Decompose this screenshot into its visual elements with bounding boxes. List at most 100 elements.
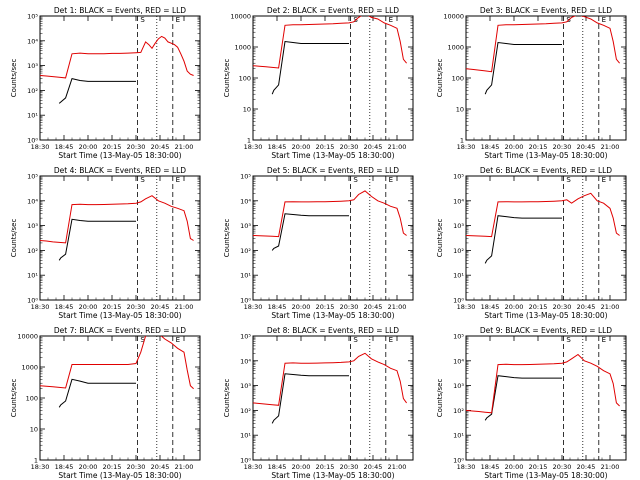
x-tick-label: 20:30 <box>340 463 359 471</box>
y-axis-label: Counts/sec <box>223 219 231 258</box>
y-tick-label: 10⁵ <box>27 13 38 21</box>
panel-title: Det 1: BLACK = Events, RED = LLD <box>54 6 186 15</box>
marker-label: E <box>602 336 606 344</box>
x-tick-label: 20:00 <box>505 303 524 311</box>
x-tick-label: 21:00 <box>175 143 194 151</box>
y-tick-label: 10⁵ <box>453 173 464 181</box>
x-axis-label: Start Time (13-May-05 18:30:00) <box>484 471 607 480</box>
y-tick-label: 10000 <box>17 333 38 341</box>
y-tick-label: 10¹ <box>240 272 251 280</box>
lld-series-line <box>466 353 620 414</box>
x-axis-label: Start Time (13-May-05 18:30:00) <box>58 311 181 320</box>
y-tick-label: 10³ <box>453 222 464 230</box>
x-axis-label: Start Time (13-May-05 18:30:00) <box>271 471 394 480</box>
y-tick-label: 10⁴ <box>453 197 464 205</box>
x-tick-label: 20:30 <box>553 303 572 311</box>
y-tick-label: 10⁵ <box>453 333 464 341</box>
lld-series-line <box>253 352 408 406</box>
x-tick-label: 20:45 <box>151 463 170 471</box>
y-tick-label: 10¹ <box>453 272 464 280</box>
marker-label: E <box>176 16 180 24</box>
panel-title: Det 4: BLACK = Events, RED = LLD <box>54 166 186 175</box>
y-tick-label: 10⁵ <box>240 173 251 181</box>
y-tick-label: 1 <box>34 457 38 465</box>
y-tick-label: 10⁵ <box>240 333 251 341</box>
x-tick-label: 21:00 <box>388 303 407 311</box>
y-tick-label: 10³ <box>240 382 251 390</box>
x-tick-label: 20:30 <box>553 463 572 471</box>
y-axis-label: Counts/sec <box>10 379 18 418</box>
plot-frame <box>465 175 627 301</box>
y-tick-label: 1 <box>460 137 464 145</box>
x-axis-label: Start Time (13-May-05 18:30:00) <box>58 471 181 480</box>
y-tick-label: 10¹ <box>27 272 38 280</box>
x-axis-label: Start Time (13-May-05 18:30:00) <box>271 311 394 320</box>
y-tick-label: 10⁰ <box>27 137 38 145</box>
x-tick-label: 21:00 <box>601 463 620 471</box>
plot-frame <box>465 15 627 141</box>
x-tick-label: 20:15 <box>316 303 335 311</box>
y-tick-label: 10 <box>456 106 464 114</box>
lld-series-line <box>253 16 407 69</box>
x-tick-label: 18:45 <box>268 143 287 151</box>
x-tick-label: 20:15 <box>316 463 335 471</box>
x-tick-label: 20:45 <box>364 143 383 151</box>
x-tick-label: 20:00 <box>292 303 311 311</box>
marker-label: E <box>602 176 606 184</box>
detector-panel-2: Det 2: BLACK = Events, RED = LLD 1 10 100 10… <box>223 6 414 160</box>
y-tick-label: 10² <box>240 247 251 255</box>
y-tick-label: 10² <box>453 407 464 415</box>
events-series-line <box>271 213 349 251</box>
x-tick-label: 20:15 <box>103 143 122 151</box>
panel-title: Det 2: BLACK = Events, RED = LLD <box>267 6 399 15</box>
x-tick-label: 18:45 <box>55 303 74 311</box>
marker-label: S <box>353 176 358 184</box>
x-tick-label: 21:00 <box>601 303 620 311</box>
x-tick-label: 20:30 <box>127 303 146 311</box>
y-tick-label: 10² <box>453 247 464 255</box>
y-tick-label: 10⁰ <box>453 457 464 465</box>
x-tick-label: 20:00 <box>505 143 524 151</box>
y-axis-label: Counts/sec <box>436 219 444 258</box>
y-tick-label: 10⁴ <box>240 357 251 365</box>
marker-label: E <box>389 16 393 24</box>
y-tick-label: 10¹ <box>453 432 464 440</box>
y-tick-label: 10³ <box>453 382 464 390</box>
x-tick-label: 18:45 <box>55 463 74 471</box>
x-tick-label: 20:15 <box>103 303 122 311</box>
y-tick-label: 10000 <box>230 13 251 21</box>
events-series-line <box>484 41 562 95</box>
detector-panel-5: Det 5: BLACK = Events, RED = LLD 10⁰ 10¹ 10… <box>223 166 414 320</box>
x-tick-label: 20:00 <box>79 143 98 151</box>
x-tick-label: 20:30 <box>127 143 146 151</box>
x-tick-label: 18:30 <box>31 463 50 471</box>
y-tick-label: 100 <box>239 75 251 83</box>
x-tick-label: 20:00 <box>292 143 311 151</box>
detector-panel-1: Det 1: BLACK = Events, RED = LLD 10⁰ 10¹ 10… <box>10 6 201 160</box>
events-series-line <box>58 218 136 261</box>
lld-series-line <box>466 16 620 73</box>
y-tick-label: 10⁴ <box>27 197 38 205</box>
lld-series-line <box>40 336 194 390</box>
x-tick-label: 18:30 <box>244 303 263 311</box>
lld-series-line <box>466 192 620 238</box>
x-tick-label: 18:30 <box>31 303 50 311</box>
detector-panel-6: Det 6: BLACK = Events, RED = LLD 10⁰ 10¹ 10… <box>436 166 627 320</box>
y-axis-label: Counts/sec <box>10 59 18 98</box>
y-tick-label: 10⁴ <box>240 197 251 205</box>
x-axis-label: Start Time (13-May-05 18:30:00) <box>484 311 607 320</box>
x-tick-label: 20:15 <box>316 143 335 151</box>
x-tick-label: 18:30 <box>457 303 476 311</box>
events-series-line <box>271 373 349 424</box>
x-tick-label: 18:45 <box>268 463 287 471</box>
x-tick-label: 18:45 <box>55 143 74 151</box>
panel-title: Det 9: BLACK = Events, RED = LLD <box>480 326 612 335</box>
x-tick-label: 18:45 <box>268 303 287 311</box>
y-tick-label: 10⁵ <box>27 173 38 181</box>
panel-title: Det 7: BLACK = Events, RED = LLD <box>54 326 186 335</box>
detector-panel-7: Det 7: BLACK = Events, RED = LLD 1 10 100 10… <box>10 326 201 480</box>
x-tick-label: 21:00 <box>175 463 194 471</box>
y-tick-label: 10⁴ <box>27 37 38 45</box>
plot-frame <box>252 15 414 141</box>
